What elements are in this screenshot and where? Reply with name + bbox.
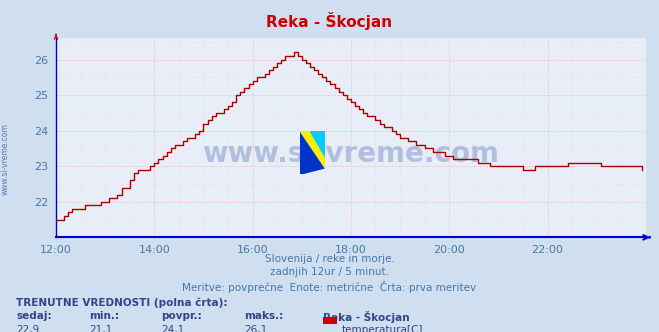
Text: povpr.:: povpr.: [161,311,202,321]
Text: sedaj:: sedaj: [16,311,52,321]
Text: 21,1: 21,1 [89,325,112,332]
Text: 26,1: 26,1 [244,325,267,332]
Polygon shape [300,131,325,174]
Text: zadnjih 12ur / 5 minut.: zadnjih 12ur / 5 minut. [270,267,389,277]
Polygon shape [300,131,325,168]
Text: Reka - Škocjan: Reka - Škocjan [323,311,409,323]
Text: min.:: min.: [89,311,119,321]
Polygon shape [310,131,325,157]
Text: 22,9: 22,9 [16,325,40,332]
Text: Reka - Škocjan: Reka - Škocjan [266,12,393,30]
Text: 24,1: 24,1 [161,325,185,332]
Text: Meritve: povprečne  Enote: metrične  Črta: prva meritev: Meritve: povprečne Enote: metrične Črta:… [183,281,476,292]
Text: Slovenija / reke in morje.: Slovenija / reke in morje. [264,254,395,264]
Text: TRENUTNE VREDNOSTI (polna črta):: TRENUTNE VREDNOSTI (polna črta): [16,297,228,308]
Text: maks.:: maks.: [244,311,283,321]
Text: www.si-vreme.com: www.si-vreme.com [1,124,10,195]
Text: temperatura[C]: temperatura[C] [341,325,423,332]
Text: www.si-vreme.com: www.si-vreme.com [202,140,500,168]
